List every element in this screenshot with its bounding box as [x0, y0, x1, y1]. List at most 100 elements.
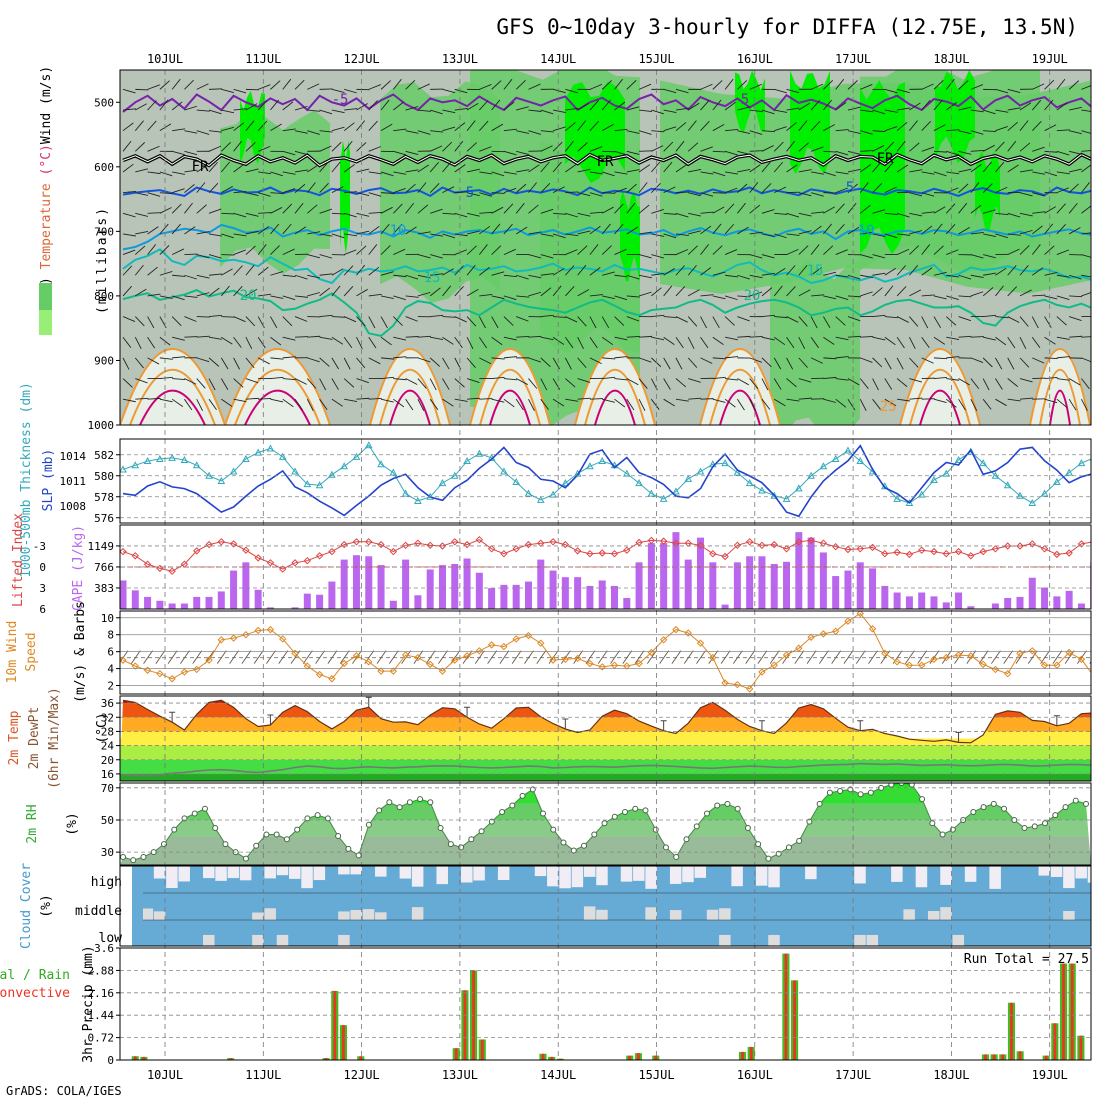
wind-barb [245, 103, 258, 111]
wind-barb [577, 230, 591, 235]
thickness-series-point [721, 459, 729, 467]
rh-point [222, 841, 229, 848]
wind-barb [933, 316, 942, 328]
y-tick-label: 10 [101, 612, 114, 625]
cloud-gap [1063, 866, 1075, 889]
precip-convective-bar [628, 1055, 632, 1060]
surface-wind-barb [536, 650, 547, 664]
lifted-index-series-point [659, 537, 668, 545]
rh-point [837, 788, 844, 795]
wind-barb [1007, 107, 1021, 111]
wind-barb [638, 130, 652, 135]
wind-barb [245, 264, 255, 276]
wind-barb [835, 78, 845, 90]
wind-barb [983, 233, 996, 238]
wind-barb [835, 129, 849, 132]
wind-barb [122, 108, 136, 111]
wind-barb [835, 187, 848, 194]
wind-barb [1056, 356, 1070, 359]
wind-barb [601, 99, 611, 111]
rh-point [611, 813, 618, 820]
rh-point [242, 855, 249, 862]
wind-speed-series-point [672, 625, 680, 634]
wind-barb [810, 99, 821, 111]
wind-barb [393, 150, 406, 156]
wind-barb [737, 316, 750, 322]
wind-barb [134, 357, 144, 369]
wind-barb [270, 271, 284, 276]
wind-barb [331, 378, 339, 390]
wind-barb [589, 244, 599, 255]
precip-convective-bar [741, 1051, 744, 1060]
cape-bar [451, 563, 459, 609]
wind-barb [1019, 142, 1031, 152]
wind-barb [515, 398, 524, 411]
wind-barb [196, 398, 204, 411]
wind-barb [1081, 336, 1091, 338]
wind-barb [589, 100, 599, 111]
cloud-gap [399, 866, 412, 879]
surface-wind-barb [573, 650, 584, 664]
warm-isotherm [699, 348, 781, 425]
wind-barb [196, 378, 206, 389]
wind-barb [933, 206, 946, 214]
cloud-gap [227, 866, 240, 879]
cape-bar [475, 572, 483, 609]
wind-barb [331, 398, 343, 407]
wind-barb [774, 398, 786, 407]
wind-barb [970, 357, 984, 363]
wind-barb [798, 245, 809, 255]
wind-barb [737, 130, 751, 134]
cape-bar [1016, 596, 1024, 609]
cloud-gap [915, 866, 928, 888]
wind-speed-series-point [303, 662, 312, 670]
wind-barb [466, 337, 474, 350]
cape-bar [180, 603, 188, 609]
wind-barb [737, 150, 751, 155]
wind-barb [122, 398, 136, 403]
wind-speed-series-point [623, 662, 631, 670]
wind-barb [577, 245, 588, 255]
rh-point [447, 841, 454, 848]
wind-barb [589, 120, 600, 131]
wind-barb [896, 121, 908, 132]
wind-barb [1007, 164, 1019, 173]
lifted-index-series-point [635, 538, 643, 547]
wind-barb [687, 142, 699, 152]
wind-barb [233, 140, 243, 152]
wind-barb [196, 130, 210, 135]
rh-point [724, 800, 731, 807]
wind-barb [761, 272, 775, 276]
wind-barb [1081, 205, 1091, 214]
wind-barb [196, 164, 208, 173]
wind-barb [528, 204, 539, 214]
y-tick-label: 383 [94, 582, 114, 595]
wind-barb [429, 161, 440, 173]
lifted-index-series-point [254, 554, 262, 562]
wind-barb [626, 398, 635, 411]
wind-barb [958, 183, 969, 193]
wind-barb [430, 233, 444, 237]
wind-barb [774, 126, 787, 132]
wind-barb [1032, 357, 1045, 364]
wind-barb [356, 264, 366, 276]
wind-barb [282, 188, 296, 194]
wind-barb [368, 398, 382, 400]
wind-barb [995, 233, 1008, 239]
thickness-series-point [254, 448, 263, 456]
wind-speed-series-point [893, 658, 901, 666]
wind-barb [675, 378, 687, 388]
wind-barb [884, 398, 897, 407]
rh-point [683, 836, 690, 843]
wind-barb [946, 274, 960, 278]
wind-barb [872, 233, 886, 237]
wind-barb [761, 145, 774, 152]
cape-bar [512, 584, 520, 609]
lifted-index-series-point [991, 545, 1000, 553]
wind-barb [749, 83, 762, 90]
wind-barb [331, 233, 345, 239]
warm-isotherm [139, 389, 206, 425]
cloud-gap [952, 934, 965, 946]
wind-barb [159, 99, 169, 111]
y-tick-label: 900 [94, 354, 114, 367]
